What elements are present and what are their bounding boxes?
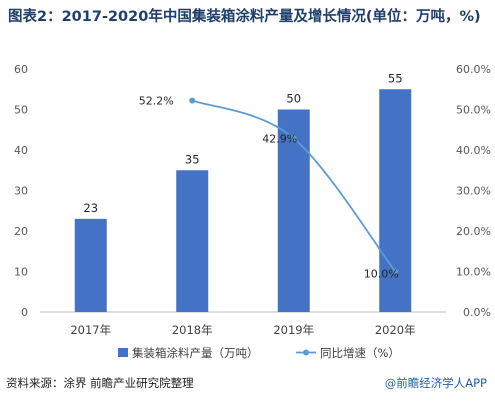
growth-line (191, 99, 396, 273)
y-left-tick-label: 30 (14, 185, 28, 198)
growth-data-label: 52.2% (139, 95, 174, 108)
bar-data-label: 35 (185, 152, 200, 166)
y-left-tick-label: 0 (21, 306, 28, 319)
y-right-tick-label: 40.0% (456, 144, 491, 157)
y-left-tick-label: 60 (14, 63, 28, 76)
legend-bar-label: 集装箱涂料产量（万吨） (132, 346, 259, 360)
bar (74, 218, 107, 312)
y-right-tick-label: 50.0% (456, 104, 491, 117)
growth-data-label: 42.9% (262, 132, 297, 145)
x-tick-label: 2018年 (172, 323, 213, 337)
y-left-tick-label: 50 (14, 104, 28, 117)
growth-point (392, 268, 399, 275)
legend-bar-swatch (118, 348, 128, 357)
x-tick-label: 2019年 (273, 323, 314, 337)
brand-credit: @前瞻经济学人APP (385, 375, 487, 391)
y-right-tick-label: 10.0% (456, 266, 491, 279)
bar (176, 170, 209, 312)
y-left-tick-label: 40 (14, 144, 28, 157)
bar-data-label: 50 (286, 92, 301, 106)
y-left-tick-label: 10 (14, 266, 28, 279)
y-right-tick-label: 0.0% (463, 306, 491, 319)
brand-label: @前瞻经济学人APP (384, 376, 487, 390)
source-note: 资料来源：涂界 前瞻产业研究院整理 (6, 376, 194, 390)
growth-point (290, 135, 297, 142)
bar-data-label: 23 (83, 201, 98, 215)
y-right-tick-label: 30.0% (456, 185, 491, 198)
x-tick-label: 2020年 (375, 323, 416, 337)
x-tick-label: 2017年 (70, 323, 111, 337)
bar (379, 89, 412, 312)
chart-title: 图表2：2017-2020年中国集装箱涂料产量及增长情况(单位：万吨，%) (8, 9, 481, 25)
y-left-tick-label: 20 (14, 225, 28, 238)
growth-point (189, 97, 196, 104)
growth-data-label: 10.0% (364, 268, 399, 281)
bar (277, 109, 310, 312)
y-right-tick-label: 60.0% (456, 63, 491, 76)
legend-line-marker (303, 349, 309, 356)
bar-data-label: 55 (388, 71, 403, 85)
y-right-tick-label: 20.0% (456, 225, 491, 238)
legend-line-label: 同比增速（%） (320, 346, 400, 360)
